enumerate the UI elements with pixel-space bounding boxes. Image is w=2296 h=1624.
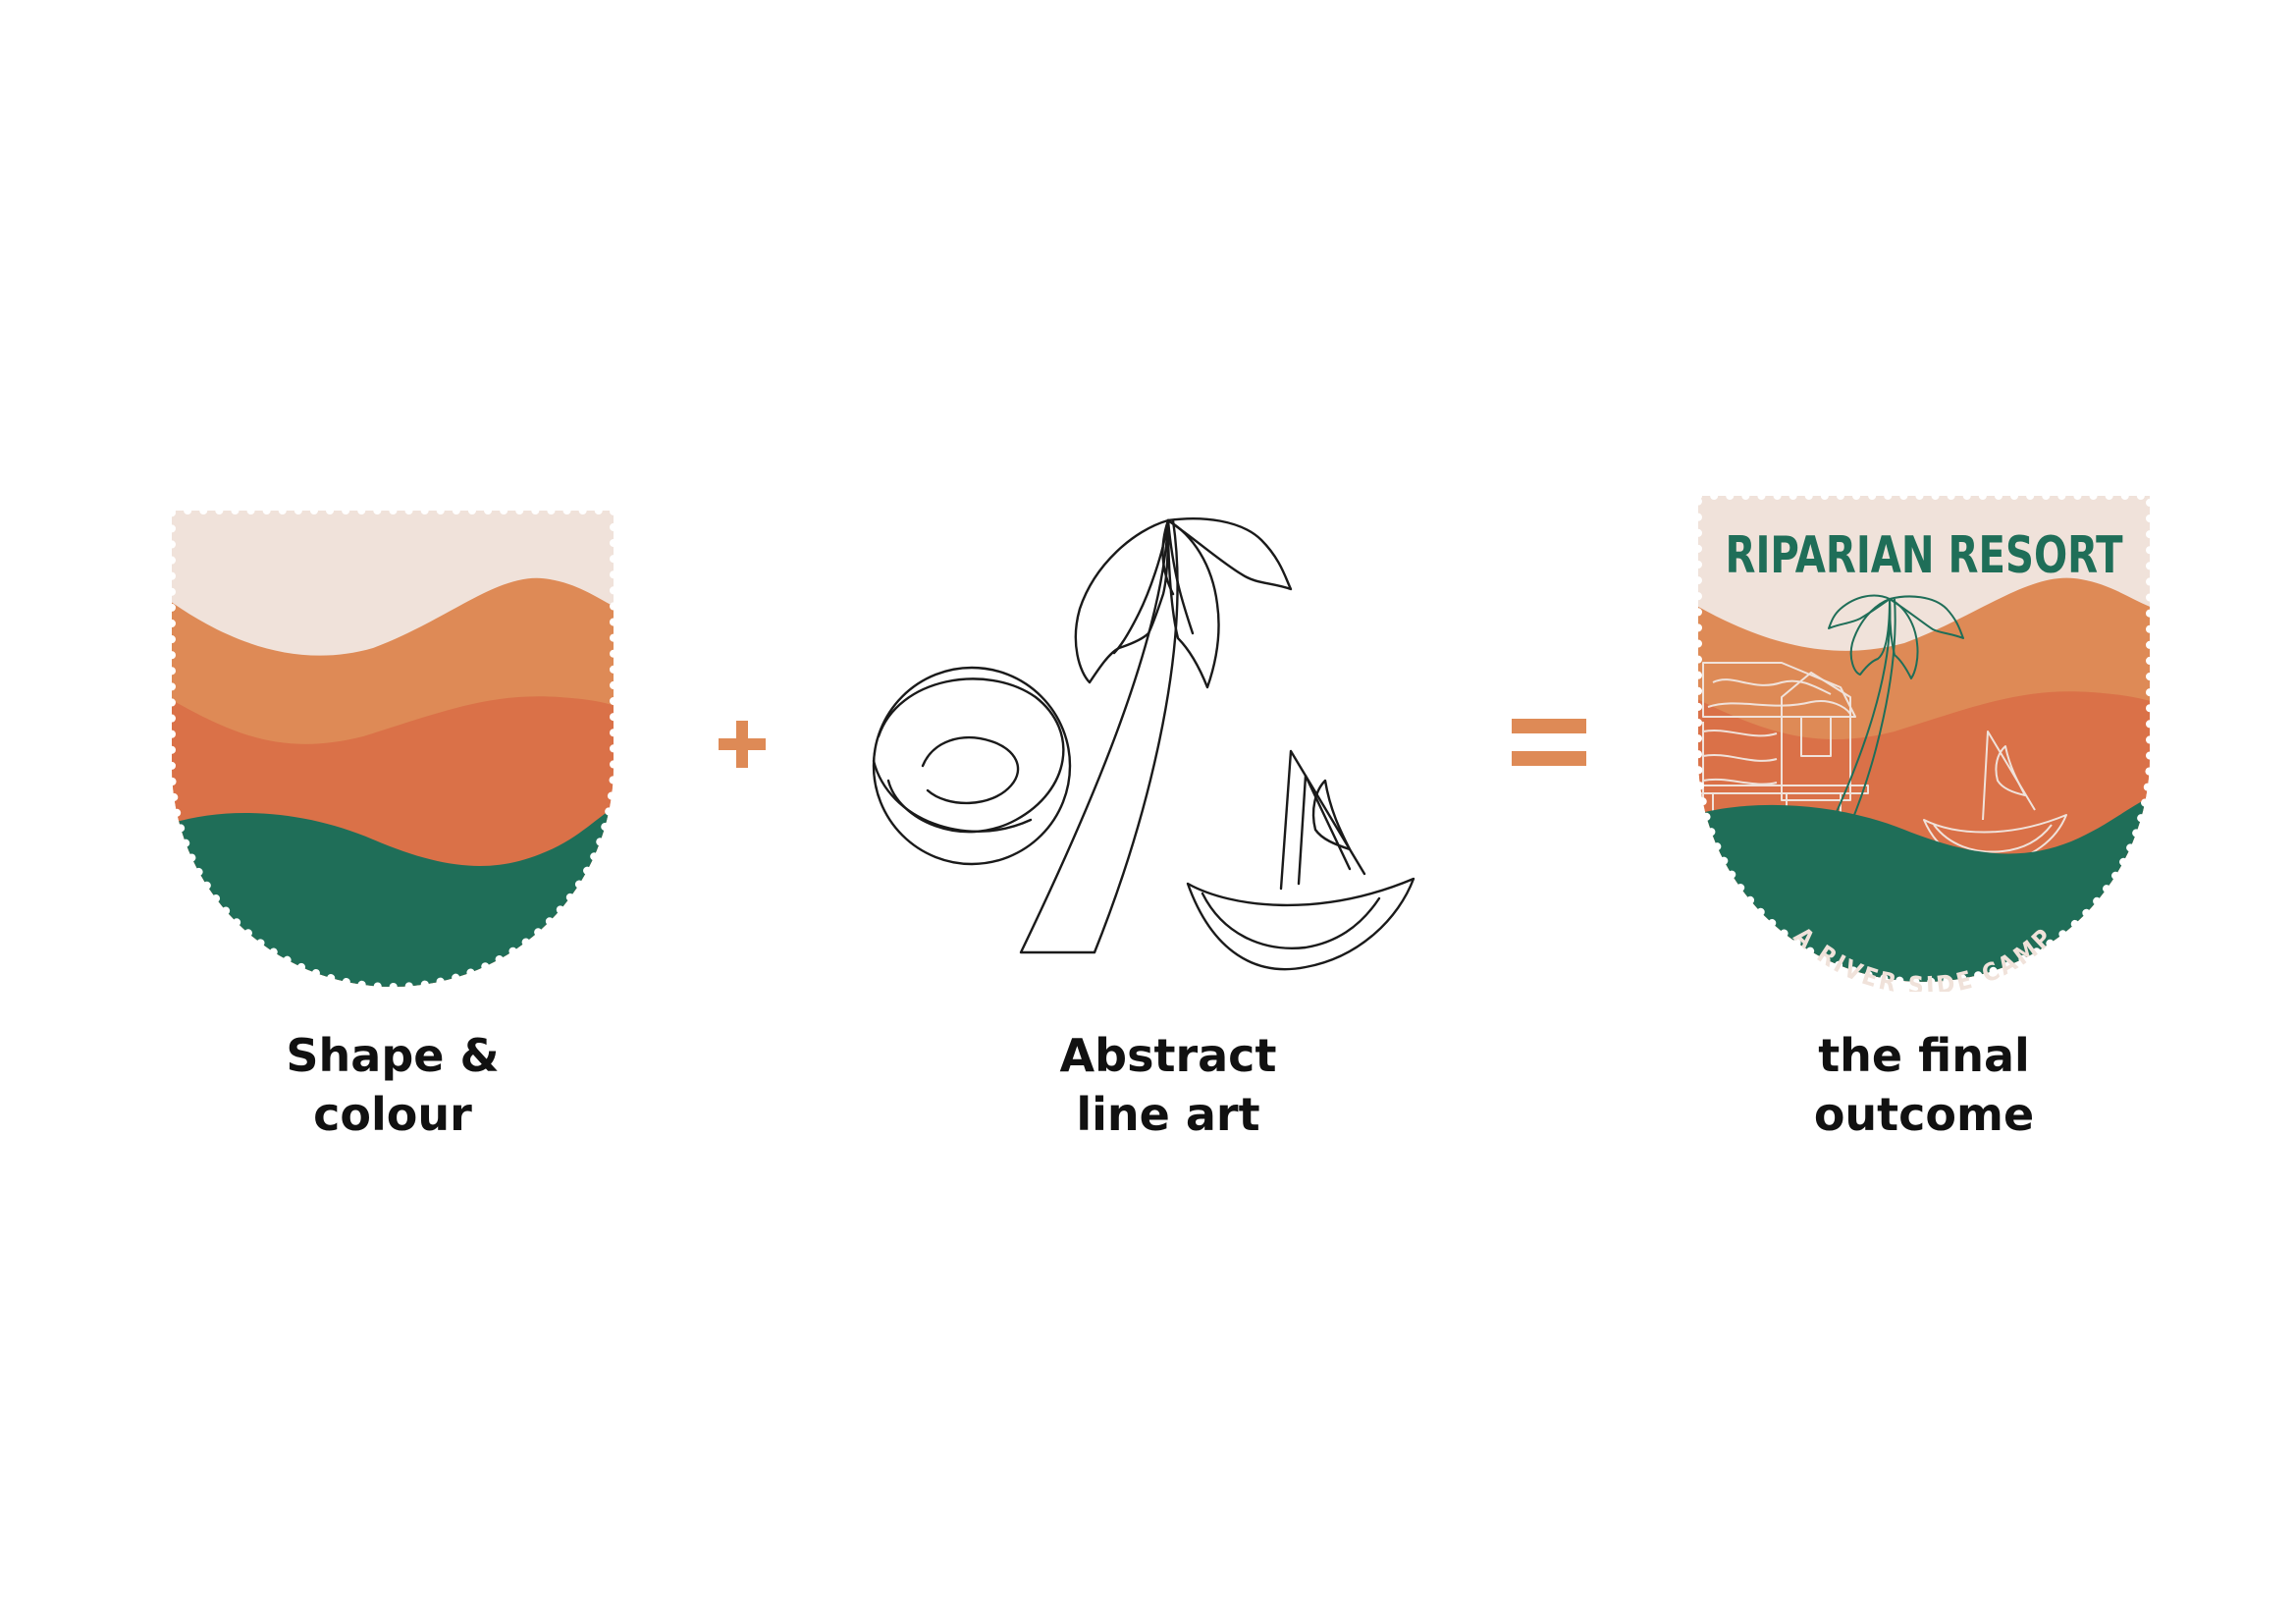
caption-shape-colour: Shape & colour [167,1026,618,1144]
caption-line: colour [313,1088,472,1141]
caption-line: Shape & [286,1029,500,1082]
coconut-icon [872,666,1072,866]
caption-line: the final [1818,1029,2030,1082]
caption-line: line art [1076,1088,1260,1141]
shape-colour-badge [168,507,617,991]
caption-line: outcome [1813,1088,2035,1141]
caption-line: Abstract [1059,1029,1277,1082]
sailboat-icon [1186,749,1415,971]
caption-final-outcome: the final outcome [1698,1026,2150,1144]
plus-icon [719,721,766,768]
hut-icon [1698,662,1869,825]
sailboat-icon [1923,731,2067,866]
badge-title: RIPARIAN RESORT [1726,526,2123,585]
line-art-illustration [872,517,1415,971]
caption-line-art: Abstract line art [942,1026,1394,1144]
palm-tree-icon [1019,517,1293,954]
equals-icon [1512,719,1586,766]
final-outcome-badge: RIPARIAN RESORT A RIVER SIDE CAMP [1694,492,2154,992]
river-band [172,805,614,987]
